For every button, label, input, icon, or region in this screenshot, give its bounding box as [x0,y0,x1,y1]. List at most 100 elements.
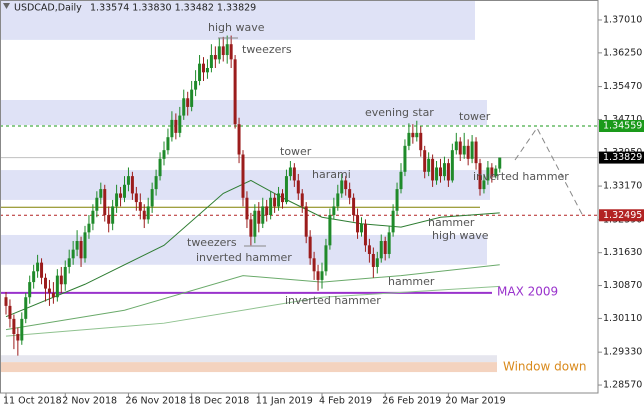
x-tick-label: 26 Nov 2018 [125,396,186,407]
price-box [599,209,644,222]
zone [0,362,497,373]
candle-body [194,80,198,90]
candle-body [202,63,205,73]
candle-body [273,197,277,207]
candle-body [336,193,340,207]
y-tick-label: 1.29330 [603,347,642,358]
candle-body [281,193,284,203]
annotation: hammer [388,275,435,288]
candle-body [261,206,265,224]
price-box [599,151,644,164]
candle-body [328,215,332,246]
candle-body [170,119,174,138]
candle-body [312,258,316,272]
x-tick-label: 18 Dec 2018 [189,396,250,407]
candle-body [470,141,474,159]
candle-body [411,132,415,138]
candle-body [4,297,8,306]
candle-body [360,223,363,233]
candle-body [288,167,292,177]
chart-subtitle: 1.33574 1.33830 1.33482 1.33829 [90,3,256,14]
price-box-label: 1.34559 [603,120,642,131]
y-tick-label: 1.34710 [603,114,642,125]
candle-body [146,206,150,220]
candle-body [174,119,178,133]
candle-body [233,59,237,125]
annotation: high wave [208,21,265,34]
candle-body [478,163,482,190]
candle-body [130,176,134,194]
annotation: inverted hammer [473,170,569,183]
candle-body [8,305,12,319]
candle-body [237,124,241,155]
candle-body [482,180,486,190]
candle-body [166,137,170,151]
candle-body [423,150,427,172]
candle-body [249,219,253,237]
candle-body [284,176,288,203]
candle-body [67,258,71,267]
candle-body [498,157,502,169]
candle-body [379,241,383,259]
candle-body [12,318,16,335]
candle-body [24,297,28,319]
price-box-label: 1.33829 [603,152,642,163]
candle-body [123,184,126,198]
y-tick-label: 1.30110 [603,313,642,324]
x-tick-label: 11 Oct 2018 [3,396,62,407]
candle-body [316,271,320,280]
candle-body [296,180,300,194]
candle-body [344,180,348,190]
annotation: inverted hammer [285,294,381,307]
candle-body [111,206,115,224]
candle-body [87,223,91,233]
zone [0,100,487,126]
candle-body [450,150,454,181]
candle-body [63,266,67,285]
annotation: high wave [432,229,489,242]
candle-body [213,55,217,60]
y-tick-label: 1.33170 [603,181,642,192]
candle-body [150,189,154,207]
candle-body [474,141,478,164]
candle-body [20,318,24,341]
candle-body [277,193,281,207]
candle-body [83,232,87,259]
candle-body [269,197,273,216]
y-tick-label: 1.36250 [603,47,642,58]
candle-body [95,197,99,211]
candle-body [415,132,419,138]
header-icon [3,3,10,9]
annotation: hammer [428,216,475,229]
annotation: tweezers [187,236,237,249]
annotation: tweezers [242,43,292,56]
candle-body [91,210,95,224]
zone [0,170,490,200]
plot-frame [0,0,599,394]
candle-body [320,271,324,280]
candle-body [340,180,344,194]
candle-body [454,141,458,151]
candle-body [241,154,245,198]
candle-body [466,145,470,159]
projection-line [514,127,584,217]
candle-body [103,189,107,216]
candle-body [265,206,269,216]
candle-body [154,176,158,190]
y-tick-label: 1.37010 [603,14,642,25]
candle-body [427,158,431,172]
y-tick-label: 1.28570 [603,380,642,391]
moving-average [5,264,500,331]
x-tick-label: 20 Mar 2019 [445,396,505,407]
candle-body [435,167,439,181]
candle-body [119,193,123,198]
candle-body [190,89,194,107]
candle-body [304,206,308,237]
candle-body [126,176,130,185]
moving-average [5,285,500,337]
candle-body [32,271,36,283]
candle-body [458,141,462,155]
plot-area [0,0,598,373]
